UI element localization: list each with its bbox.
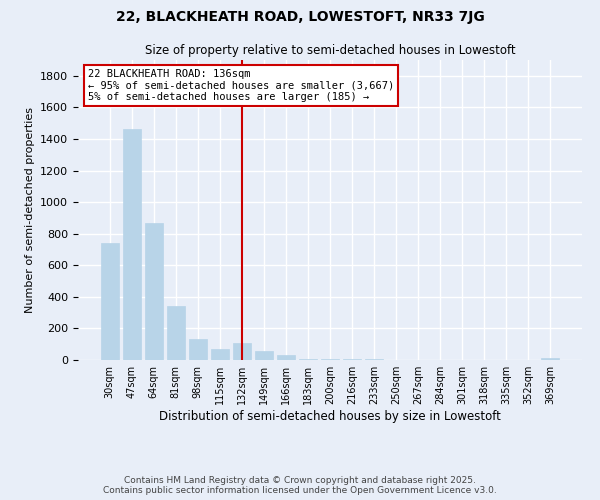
- Text: Contains HM Land Registry data © Crown copyright and database right 2025.
Contai: Contains HM Land Registry data © Crown c…: [103, 476, 497, 495]
- Bar: [101, 243, 119, 360]
- Text: 22, BLACKHEATH ROAD, LOWESTOFT, NR33 7JG: 22, BLACKHEATH ROAD, LOWESTOFT, NR33 7JG: [116, 10, 484, 24]
- Title: Size of property relative to semi-detached houses in Lowestoft: Size of property relative to semi-detach…: [145, 44, 515, 58]
- Bar: [299, 358, 317, 360]
- Bar: [321, 358, 339, 360]
- Text: 22 BLACKHEATH ROAD: 136sqm
← 95% of semi-detached houses are smaller (3,667)
5% : 22 BLACKHEATH ROAD: 136sqm ← 95% of semi…: [88, 69, 394, 102]
- Bar: [277, 356, 295, 360]
- Bar: [541, 358, 559, 360]
- Bar: [123, 130, 140, 360]
- Bar: [189, 340, 206, 360]
- Bar: [365, 359, 383, 360]
- Bar: [211, 349, 229, 360]
- Y-axis label: Number of semi-detached properties: Number of semi-detached properties: [25, 107, 35, 313]
- X-axis label: Distribution of semi-detached houses by size in Lowestoft: Distribution of semi-detached houses by …: [159, 410, 501, 423]
- Bar: [255, 350, 273, 360]
- Bar: [233, 342, 251, 360]
- Bar: [145, 222, 163, 360]
- Bar: [343, 359, 361, 360]
- Bar: [167, 306, 185, 360]
